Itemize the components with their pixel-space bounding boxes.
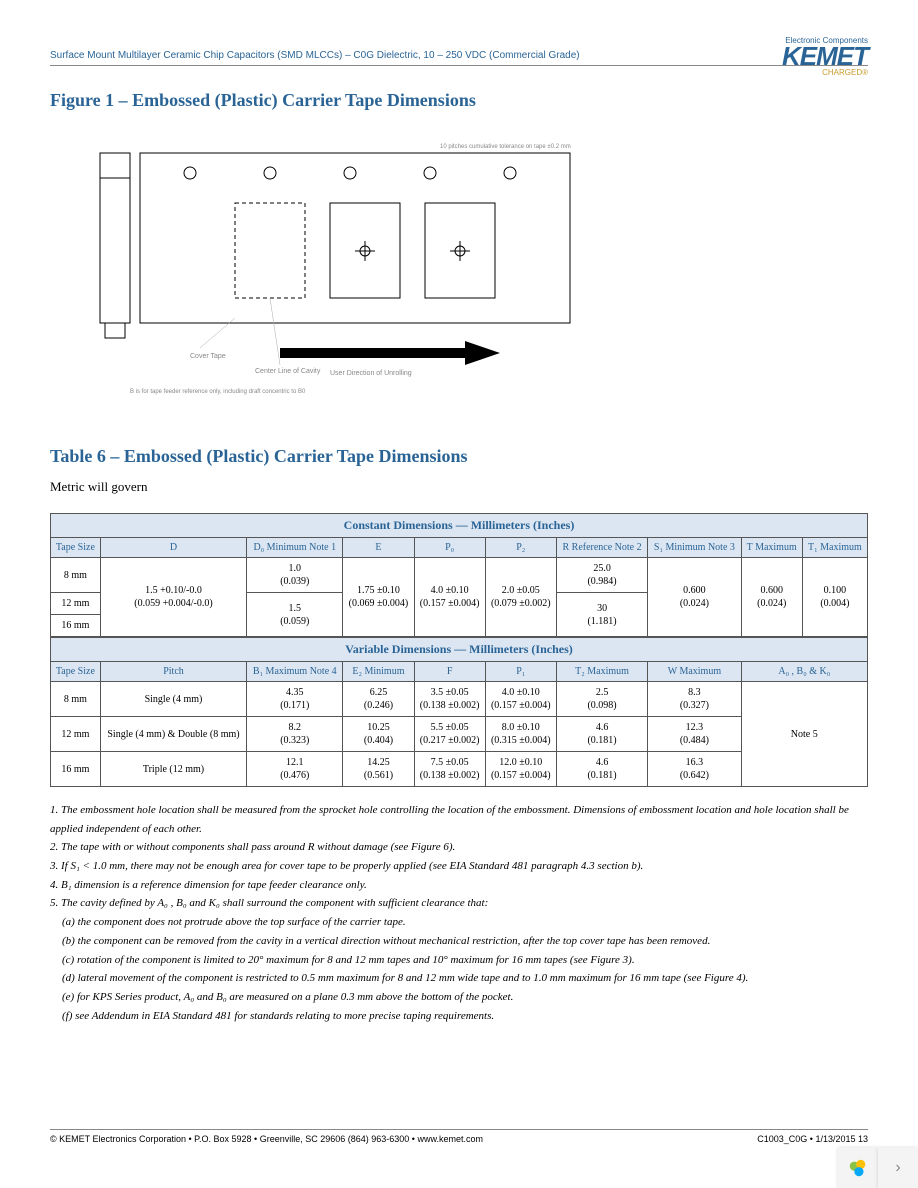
logo-main: KEMET (782, 45, 868, 68)
arrow-label: User Direction of Unrolling (330, 370, 412, 377)
note-2: 2. The tape with or without components s… (50, 838, 868, 857)
vcol-f: F (414, 662, 485, 682)
note-3: 3. If S₁ < 1.0 mm, there may not be enou… (50, 857, 868, 876)
cumulative-note: 10 pitches cumulative tolerance on tape … (440, 144, 571, 150)
widget-next-icon[interactable]: › (878, 1148, 918, 1188)
table-row: 8 mm Single (4 mm) 4.35 (0.171) 6.25 (0.… (51, 682, 868, 717)
col-s1: S₁ Minimum Note 3 (648, 538, 741, 558)
vcol-t2: T₂ Maximum (556, 662, 647, 682)
note-5f: (f) see Addendum in EIA Standard 481 for… (62, 1007, 868, 1026)
const-section-head: Constant Dimensions — Millimeters (Inche… (51, 514, 868, 538)
vcol-a0b0k0: A₀ , B₀ & K₀ (741, 662, 867, 682)
figure-1-title: Figure 1 – Embossed (Plastic) Carrier Ta… (50, 90, 868, 111)
col-p0: P₀ (414, 538, 485, 558)
note-5d: (d) lateral movement of the component is… (62, 969, 868, 988)
col-t1: T₁ Maximum (802, 538, 867, 558)
vcol-b1: B₁ Maximum Note 4 (247, 662, 343, 682)
cavity-centerline-label: Center Line of Cavity (255, 368, 321, 375)
note-5: 5. The cavity defined by A₀ , B₀ and K₀ … (50, 894, 868, 913)
carrier-tape-diagram: User Direction of Unrolling Cover Tape C… (70, 123, 590, 403)
vcol-tape-size: Tape Size (51, 662, 101, 682)
note-5c: (c) rotation of the component is limited… (62, 951, 868, 970)
vcol-w: W Maximum (648, 662, 741, 682)
table-6-title: Table 6 – Embossed (Plastic) Carrier Tap… (50, 446, 868, 467)
vcol-e2: E₂ Minimum (343, 662, 414, 682)
table-row: 8 mm 1.5 +0.10/-0.0 (0.059 +0.004/-0.0) … (51, 558, 868, 593)
note-1: 1. The embossment hole location shall be… (50, 801, 868, 838)
note-5b: (b) the component can be removed from th… (62, 932, 868, 951)
note-4: 4. B₁ dimension is a reference dimension… (50, 876, 868, 895)
metric-govern-note: Metric will govern (50, 479, 868, 495)
constant-dimensions-table: Constant Dimensions — Millimeters (Inche… (50, 513, 868, 787)
col-e: E (343, 538, 414, 558)
footer-right: C1003_C0G • 1/13/2015 13 (757, 1134, 868, 1144)
vcol-p1: P₁ (485, 662, 556, 682)
cover-tape-label: Cover Tape (190, 353, 226, 360)
col-p2: P₂ (485, 538, 556, 558)
brand-logo: Electronic Components KEMET CHARGED® (782, 36, 868, 77)
note-5a: (a) the component does not protrude abov… (62, 913, 868, 932)
col-d0: D₀ Minimum Note 1 (247, 538, 343, 558)
var-section-head: Variable Dimensions — Millimeters (Inche… (51, 637, 868, 662)
vcol-pitch: Pitch (100, 662, 246, 682)
note-b-label: B is for tape feeder reference only, inc… (130, 389, 306, 395)
col-r: R Reference Note 2 (556, 538, 647, 558)
table-notes: 1. The embossment hole location shall be… (50, 801, 868, 1025)
viewer-widget[interactable]: › (838, 1148, 918, 1188)
col-tape-size: Tape Size (51, 538, 101, 558)
footer-left: © KEMET Electronics Corporation • P.O. B… (50, 1134, 483, 1144)
col-t: T Maximum (741, 538, 802, 558)
note-5e: (e) for KPS Series product, A₀ and B₀ ar… (62, 988, 868, 1007)
col-d: D (100, 538, 246, 558)
document-title: Surface Mount Multilayer Ceramic Chip Ca… (50, 50, 868, 66)
page-footer: © KEMET Electronics Corporation • P.O. B… (50, 1129, 868, 1144)
widget-logo-icon[interactable] (838, 1148, 878, 1188)
